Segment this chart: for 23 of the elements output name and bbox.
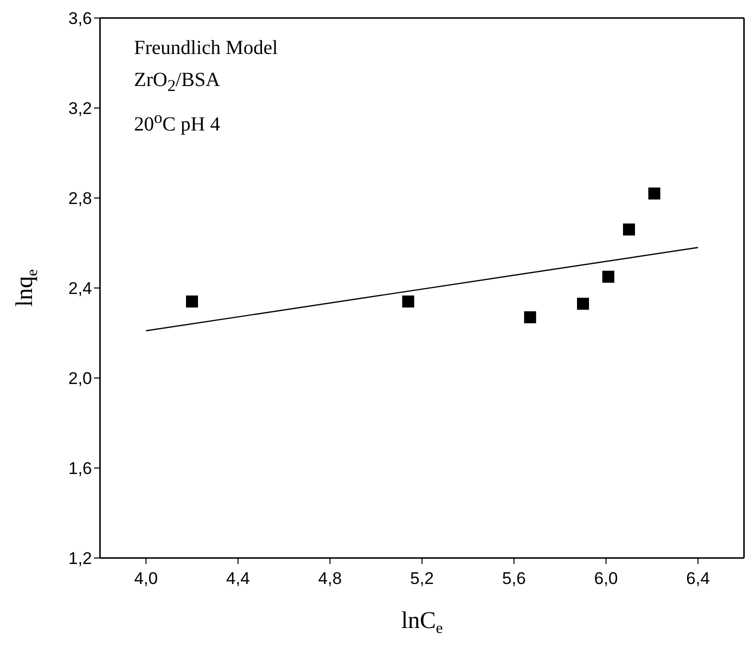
point [623,224,635,236]
x-tick-label: 6,4 [686,569,710,588]
point [186,296,198,308]
x-tick-label: 4,4 [226,569,250,588]
y-tick-label: 3,2 [68,99,92,118]
x-tick-label: 4,0 [134,569,158,588]
x-tick-label: 5,2 [410,569,434,588]
y-tick-label: 3,6 [68,9,92,28]
y-tick-label: 2,0 [68,369,92,388]
y-tick-label: 2,8 [68,189,92,208]
point [648,188,660,200]
x-tick-label: 4,8 [318,569,342,588]
y-tick-label: 1,2 [68,549,92,568]
x-tick-label: 5,6 [502,569,526,588]
point [577,298,589,310]
y-tick-label: 1,6 [68,459,92,478]
y-tick-label: 2,4 [68,279,92,298]
point [602,270,614,283]
point [524,311,536,324]
x-tick-label: 6,0 [594,569,618,588]
x-axis-title: lnC$_{e}$ [401,608,443,637]
annotation-text: Freundlich Model ZrO$_{2}$/BSA 20$^{o}$C pH 4 [134,36,278,138]
point [402,296,414,308]
